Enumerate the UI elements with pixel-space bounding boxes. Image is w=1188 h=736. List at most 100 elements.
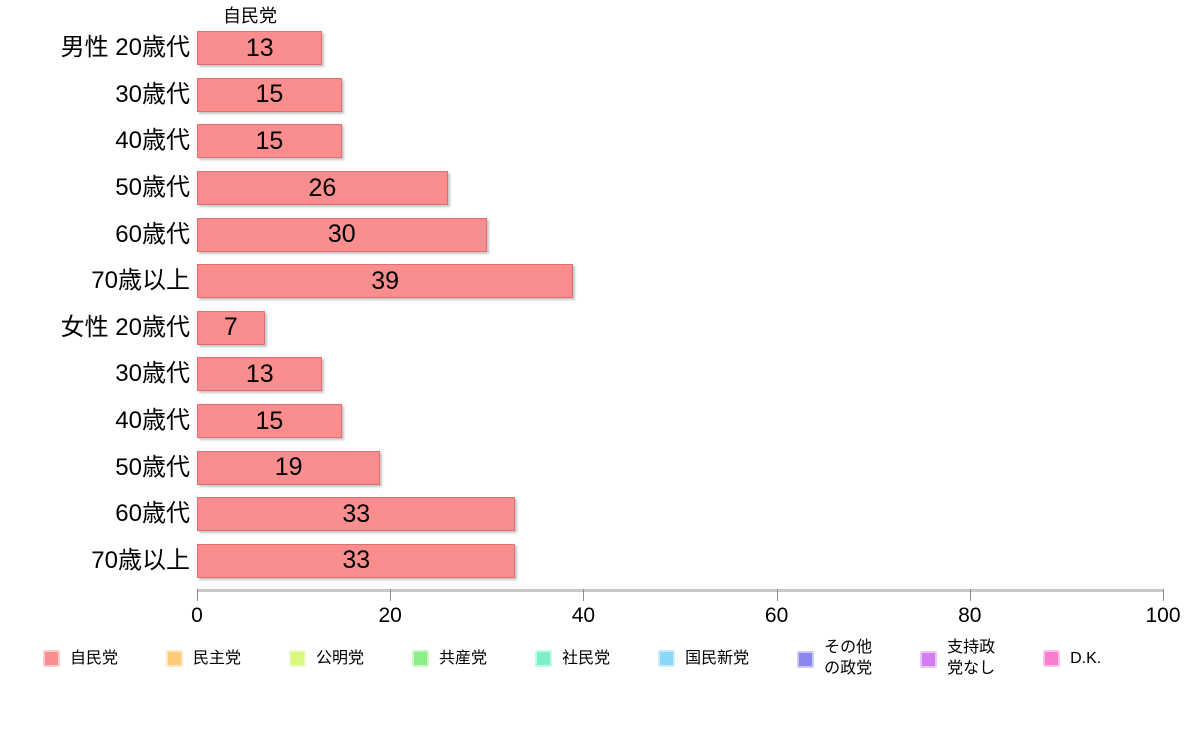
category-label: 70歳以上: [91, 267, 190, 295]
chart-row: 60歳代 33: [0, 491, 1162, 538]
category-label: 60歳代: [115, 500, 190, 528]
bar-track: 15: [197, 124, 1162, 159]
category-label: 50歳代: [115, 174, 190, 202]
chart-row: 40歳代 15: [0, 398, 1162, 445]
bar-value-label: 26: [308, 173, 337, 202]
legend-swatch: [289, 650, 307, 668]
legend-item: 公明党: [289, 649, 364, 670]
legend-item: 国民新党: [658, 649, 749, 670]
bar: 33: [197, 543, 516, 578]
category-label: 男性 20歳代: [60, 34, 190, 62]
bar: 15: [197, 124, 342, 159]
legend-item-label: その他 の政党: [824, 639, 873, 677]
legend-item-label: 自民党: [70, 649, 119, 667]
x-axis-tick-label: 80: [958, 604, 982, 627]
chart-row: 70歳以上 39: [0, 258, 1162, 305]
legend-swatch: [412, 650, 430, 668]
legend: 自民党 民主党 公明党 共産党 社民党 国民新党 その他 の政党 支持政 党なし…: [43, 636, 1173, 682]
bar-value-label: 13: [245, 359, 274, 388]
x-axis-tick: [1163, 589, 1164, 601]
legend-swatch: [43, 650, 60, 668]
bar-value-label: 39: [371, 266, 400, 295]
legend-item: 民主党: [166, 649, 241, 670]
legend-item: 共産党: [412, 649, 487, 670]
bar: 7: [197, 310, 265, 345]
bar-value-label: 7: [223, 313, 238, 342]
bar-value-label: 15: [255, 406, 284, 435]
x-axis-tick: [969, 589, 971, 601]
legend-item: 社民党: [535, 649, 610, 670]
bar-track: 30: [197, 217, 1162, 252]
chart-row: 30歳代 13: [0, 351, 1162, 398]
legend-item: 支持政 党なし: [920, 638, 995, 680]
x-axis-line: [197, 589, 1163, 592]
bar-rows: 男性 20歳代 13 30歳代 15 40歳代 15 50歳代 26: [0, 25, 1162, 584]
legend-item-label: 民主党: [193, 649, 242, 667]
x-axis-tick: [390, 589, 392, 601]
category-label: 40歳代: [115, 127, 190, 155]
bar-value-label: 15: [255, 126, 284, 155]
bar-track: 39: [197, 264, 1162, 299]
legend-swatch: [535, 650, 553, 668]
chart-title: 自民党: [223, 6, 277, 26]
bar-value-label: 30: [327, 220, 356, 249]
bar-track: 13: [197, 357, 1162, 392]
legend-item: その他 の政党: [797, 638, 872, 680]
bar-track: 33: [197, 497, 1162, 532]
x-axis-tick-label: 20: [378, 604, 402, 627]
bar-value-label: 15: [255, 80, 284, 109]
bar-value-label: 33: [342, 546, 371, 575]
chart-row: 60歳代 30: [0, 211, 1162, 258]
legend-swatch: [658, 650, 676, 668]
x-axis-tick-label: 100: [1145, 604, 1181, 627]
bar-value-label: 19: [274, 453, 303, 482]
category-label: 70歳以上: [91, 546, 190, 574]
legend-item-label: 支持政 党なし: [947, 639, 996, 677]
bar: 30: [197, 217, 487, 252]
bar: 19: [197, 450, 381, 485]
bar-track: 33: [197, 543, 1162, 578]
bar-value-label: 33: [342, 499, 371, 528]
x-axis-tick: [776, 589, 778, 601]
chart-row: 70歳以上 33: [0, 538, 1162, 585]
bar-track: 13: [197, 31, 1162, 66]
bar: 39: [197, 264, 574, 299]
chart-row: 男性 20歳代 13: [0, 25, 1162, 72]
chart-row: 50歳代 19: [0, 444, 1162, 491]
x-axis: 0 20 40 60 80 100: [191, 589, 1181, 634]
category-label: 30歳代: [115, 360, 190, 388]
category-label: 60歳代: [115, 220, 190, 248]
legend-item-label: D.K.: [1070, 649, 1102, 667]
legend-item-label: 国民新党: [685, 649, 750, 667]
legend-swatch: [166, 650, 184, 668]
legend-swatch: [797, 650, 815, 668]
legend-item-label: 社民党: [562, 649, 611, 667]
category-label: 40歳代: [115, 407, 190, 435]
bar-track: 19: [197, 450, 1162, 485]
legend-item-label: 公明党: [316, 649, 365, 667]
chart-row: 30歳代 15: [0, 72, 1162, 119]
bar-track: 15: [197, 404, 1162, 439]
chart-row: 50歳代 26: [0, 165, 1162, 212]
bar: 13: [197, 31, 323, 66]
category-label: 50歳代: [115, 453, 190, 481]
x-axis-tick: [583, 589, 585, 601]
bar: 15: [197, 77, 342, 112]
chart-row: 40歳代 15: [0, 118, 1162, 165]
legend-swatch: [1043, 650, 1061, 668]
legend-item-label: 共産党: [439, 649, 488, 667]
x-axis-tick-label: 40: [571, 604, 596, 627]
bar-track: 7: [197, 310, 1162, 345]
bar: 15: [197, 404, 342, 439]
bar: 33: [197, 497, 516, 532]
x-axis-tick-label: 60: [764, 604, 789, 627]
bar-track: 26: [197, 171, 1162, 206]
x-axis-tick-label: 0: [191, 604, 203, 627]
category-label: 30歳代: [115, 80, 190, 108]
x-axis-tick: [197, 589, 198, 601]
bar: 13: [197, 357, 323, 392]
chart-row: 女性 20歳代 7: [0, 305, 1162, 352]
legend-item: 自民党: [43, 649, 118, 670]
bar-track: 15: [197, 77, 1162, 112]
